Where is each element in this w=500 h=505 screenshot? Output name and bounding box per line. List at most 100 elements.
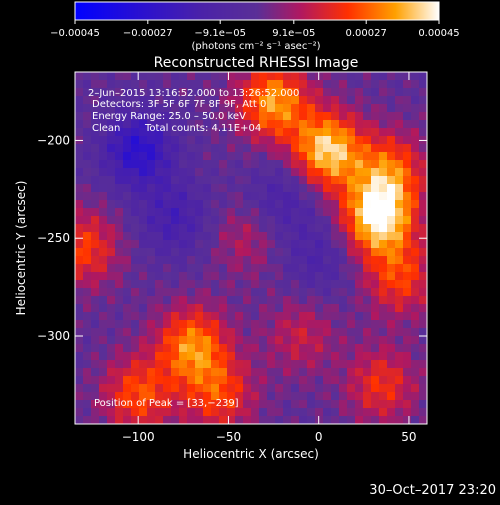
heatmap-cell xyxy=(99,296,108,305)
heatmap-cell xyxy=(331,384,340,393)
heatmap-cell xyxy=(163,416,172,424)
heatmap-cell xyxy=(211,248,220,257)
heatmap-cell xyxy=(419,224,427,233)
heatmap-cell xyxy=(307,184,316,193)
heatmap-cell xyxy=(371,280,380,289)
heatmap-cell xyxy=(355,288,364,297)
heatmap-cell xyxy=(123,176,132,185)
heatmap-cell xyxy=(203,128,212,137)
heatmap-cell xyxy=(355,392,364,401)
heatmap-cell xyxy=(139,72,148,81)
heatmap-cell xyxy=(419,264,427,273)
heatmap-cell xyxy=(187,128,196,137)
heatmap-cell xyxy=(75,120,84,129)
heatmap-cell xyxy=(299,176,308,185)
heatmap-cell xyxy=(115,288,124,297)
heatmap-cell xyxy=(123,240,132,249)
heatmap-cell xyxy=(83,128,92,137)
heatmap-cell xyxy=(403,72,412,81)
heatmap-cell xyxy=(219,328,228,337)
chart-title: Reconstructed RHESSI Image xyxy=(154,55,359,71)
heatmap-cell xyxy=(347,384,356,393)
heatmap-cell xyxy=(171,384,180,393)
heatmap-cell xyxy=(227,240,236,249)
heatmap-cell xyxy=(243,360,252,369)
heatmap-cell xyxy=(419,192,427,201)
heatmap-cell xyxy=(411,136,420,145)
heatmap-cell xyxy=(251,120,260,129)
heatmap-cell xyxy=(251,256,260,265)
heatmap-cell xyxy=(307,88,316,97)
heatmap-cell xyxy=(267,248,276,257)
heatmap-cell xyxy=(131,136,140,145)
heatmap-cell xyxy=(219,240,228,249)
heatmap-cell xyxy=(107,376,116,385)
x-tick-label: 50 xyxy=(401,430,416,444)
heatmap-cell xyxy=(371,160,380,169)
heatmap-cell xyxy=(91,384,100,393)
heatmap-cell xyxy=(275,88,284,97)
heatmap-cell xyxy=(355,304,364,313)
heatmap-cell xyxy=(99,224,108,233)
heatmap-cell xyxy=(75,112,84,121)
heatmap-cell xyxy=(411,384,420,393)
heatmap-cell xyxy=(323,208,332,217)
heatmap-cell xyxy=(371,392,380,401)
heatmap-cell xyxy=(99,320,108,329)
heatmap-cell xyxy=(227,312,236,321)
heatmap-cell xyxy=(227,256,236,265)
heatmap-cell xyxy=(171,248,180,257)
heatmap-cell xyxy=(131,104,140,113)
heatmap-cell xyxy=(235,264,244,273)
heatmap-cell xyxy=(419,256,427,265)
heatmap-cell xyxy=(331,104,340,113)
heatmap-cell xyxy=(315,280,324,289)
heatmap-cell xyxy=(387,232,396,241)
heatmap-cell xyxy=(323,176,332,185)
heatmap-cell xyxy=(179,232,188,241)
heatmap-cell xyxy=(211,360,220,369)
heatmap-cell xyxy=(331,240,340,249)
heatmap-cell xyxy=(243,112,252,121)
heatmap-cell xyxy=(187,160,196,169)
heatmap-cell xyxy=(227,352,236,361)
heatmap-cell xyxy=(339,176,348,185)
heatmap-cell xyxy=(387,416,396,424)
heatmap-cell xyxy=(379,360,388,369)
heatmap-cell xyxy=(163,352,172,361)
heatmap-cell xyxy=(123,120,132,129)
colorbar-units-label: (photons cm⁻² s⁻¹ asec⁻²) xyxy=(191,41,320,52)
heatmap-cell xyxy=(259,368,268,377)
heatmap-cell xyxy=(387,120,396,129)
heatmap-cell xyxy=(387,312,396,321)
heatmap-cell xyxy=(139,336,148,345)
heatmap-cell xyxy=(291,256,300,265)
heatmap-cell xyxy=(347,72,356,81)
heatmap-cell xyxy=(419,120,427,129)
heatmap-cell xyxy=(283,296,292,305)
heatmap-cell xyxy=(387,304,396,313)
heatmap-cell xyxy=(235,376,244,385)
heatmap-cell xyxy=(91,256,100,265)
heatmap-cell xyxy=(187,296,196,305)
heatmap-cell xyxy=(307,288,316,297)
heatmap-cell xyxy=(155,408,164,417)
heatmap-cell xyxy=(243,184,252,193)
heatmap-cell xyxy=(187,120,196,129)
heatmap-cell xyxy=(259,104,268,113)
heatmap-cell xyxy=(187,104,196,113)
heatmap-cell xyxy=(291,136,300,145)
heatmap-cell xyxy=(371,168,380,177)
heatmap-cell xyxy=(371,184,380,193)
heatmap-cell xyxy=(155,352,164,361)
heatmap-cell xyxy=(219,88,228,97)
heatmap-cell xyxy=(275,400,284,409)
heatmap-cell xyxy=(75,304,84,313)
x-axis-label: Heliocentric X (arcsec) xyxy=(183,447,319,461)
heatmap-cell xyxy=(379,184,388,193)
heatmap-cell xyxy=(187,328,196,337)
heatmap-cell xyxy=(83,400,92,409)
heatmap-cell xyxy=(155,328,164,337)
heatmap-cell xyxy=(267,256,276,265)
heatmap-cell xyxy=(75,240,84,249)
